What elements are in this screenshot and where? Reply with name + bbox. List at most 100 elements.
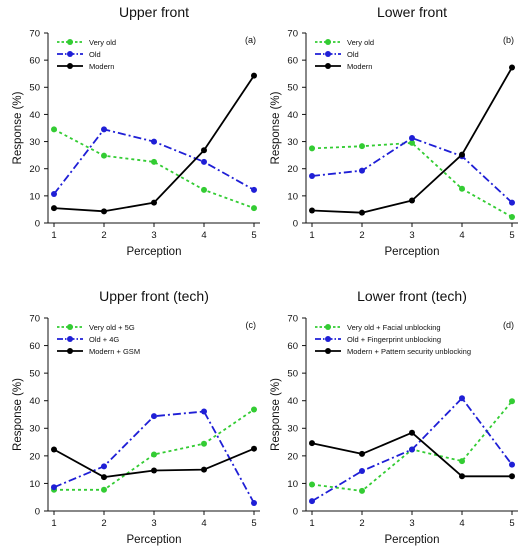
legend-marker [325,63,331,69]
x-axis-label: Perception [127,246,182,258]
series-line-2 [311,137,513,204]
x-tick-label: 2 [101,518,106,529]
panel-tag: (a) [245,35,256,45]
data-point [101,474,107,481]
y-tick-label: 70 [29,28,40,39]
y-axis-label: Response (%) [12,91,24,164]
y-tick-label: 40 [287,110,298,121]
y-tick-label: 30 [287,424,298,435]
data-point [51,446,57,453]
x-tick-label: 3 [151,518,156,529]
legend-label: Modern [347,62,372,71]
data-point [51,484,57,491]
panel-tag: (d) [503,320,514,330]
series-line-1 [53,128,255,209]
x-tick-label: 2 [101,230,106,241]
data-point [251,72,257,79]
x-tick-label: 3 [409,230,414,241]
legend-label: Very old [89,38,116,47]
data-point [101,208,107,215]
x-tick-label: 4 [201,518,206,529]
data-point [459,458,465,465]
y-tick-label: 20 [29,451,40,462]
data-point [201,440,207,447]
data-point [409,139,415,146]
data-point [359,468,365,475]
x-tick-label: 4 [459,518,464,529]
legend-label: Old [89,50,101,59]
data-point [409,446,415,453]
data-point [459,473,465,480]
y-tick-label: 20 [287,164,298,175]
data-point [151,138,157,145]
y-tick-label: 50 [29,369,40,380]
data-point [251,205,257,212]
y-tick-label: 10 [287,191,298,202]
data-point [509,473,515,480]
data-point [201,186,207,193]
data-point [151,451,157,458]
y-tick-label: 10 [29,479,40,490]
x-tick-label: 1 [51,518,56,529]
chart-panel-1: Upper front 0 10 20 30 40 50 60 70 1 2 3 4 5 Perceptio… [12,4,260,258]
legend-label: Old [347,50,359,59]
x-tick-label: 4 [201,230,206,241]
x-tick-label: 1 [51,230,56,241]
data-point [509,214,515,221]
x-tick-label: 5 [509,518,514,529]
x-tick-label: 2 [359,230,364,241]
x-tick-label: 3 [409,518,414,529]
data-point [359,209,365,216]
y-tick-label: 0 [293,506,298,517]
y-tick-label: 10 [29,191,40,202]
data-point [309,440,315,447]
chart-title: Upper front [119,4,189,20]
data-point [101,152,107,159]
legend-marker [325,51,331,57]
x-tick-label: 1 [309,518,314,529]
legend-marker [67,51,73,57]
y-axis-label: Response (%) [12,378,24,451]
data-point [151,413,157,420]
data-point [509,64,515,71]
y-tick-label: 20 [29,164,40,175]
data-point [101,463,107,470]
y-tick-label: 40 [29,110,40,121]
x-tick-label: 5 [509,230,514,241]
data-point [409,429,415,436]
data-point [151,158,157,165]
legend-marker [325,324,331,330]
y-tick-label: 0 [35,506,40,517]
data-point [201,408,207,415]
data-point [251,445,257,452]
legend-marker [67,348,73,354]
y-tick-label: 60 [287,56,298,67]
data-point [509,398,515,405]
panel-tag: (b) [503,35,514,45]
x-axis-label: Perception [385,534,440,546]
y-tick-label: 20 [287,451,298,462]
y-tick-label: 70 [287,313,298,324]
y-tick-label: 50 [287,83,298,94]
legend-marker [325,336,331,342]
y-tick-label: 40 [29,396,40,407]
chart-title: Lower front [377,4,447,20]
x-tick-label: 5 [251,518,256,529]
data-point [309,145,315,152]
y-tick-label: 70 [29,313,40,324]
legend-marker [325,348,331,354]
legend-marker [325,39,331,45]
legend-label: Very old [347,38,374,47]
y-tick-label: 60 [29,56,40,67]
data-point [251,186,257,193]
x-tick-label: 1 [309,230,314,241]
data-point [409,197,415,204]
chart-panel-3: Upper front (tech) 0 10 20 30 40 50 60 70 1 2 3 4 5 Pe… [12,288,260,546]
series-line-1 [311,141,513,218]
data-point [201,158,207,165]
series-line-3 [311,431,512,478]
legend-marker [67,324,73,330]
y-tick-label: 0 [35,218,40,229]
data-point [509,199,515,206]
